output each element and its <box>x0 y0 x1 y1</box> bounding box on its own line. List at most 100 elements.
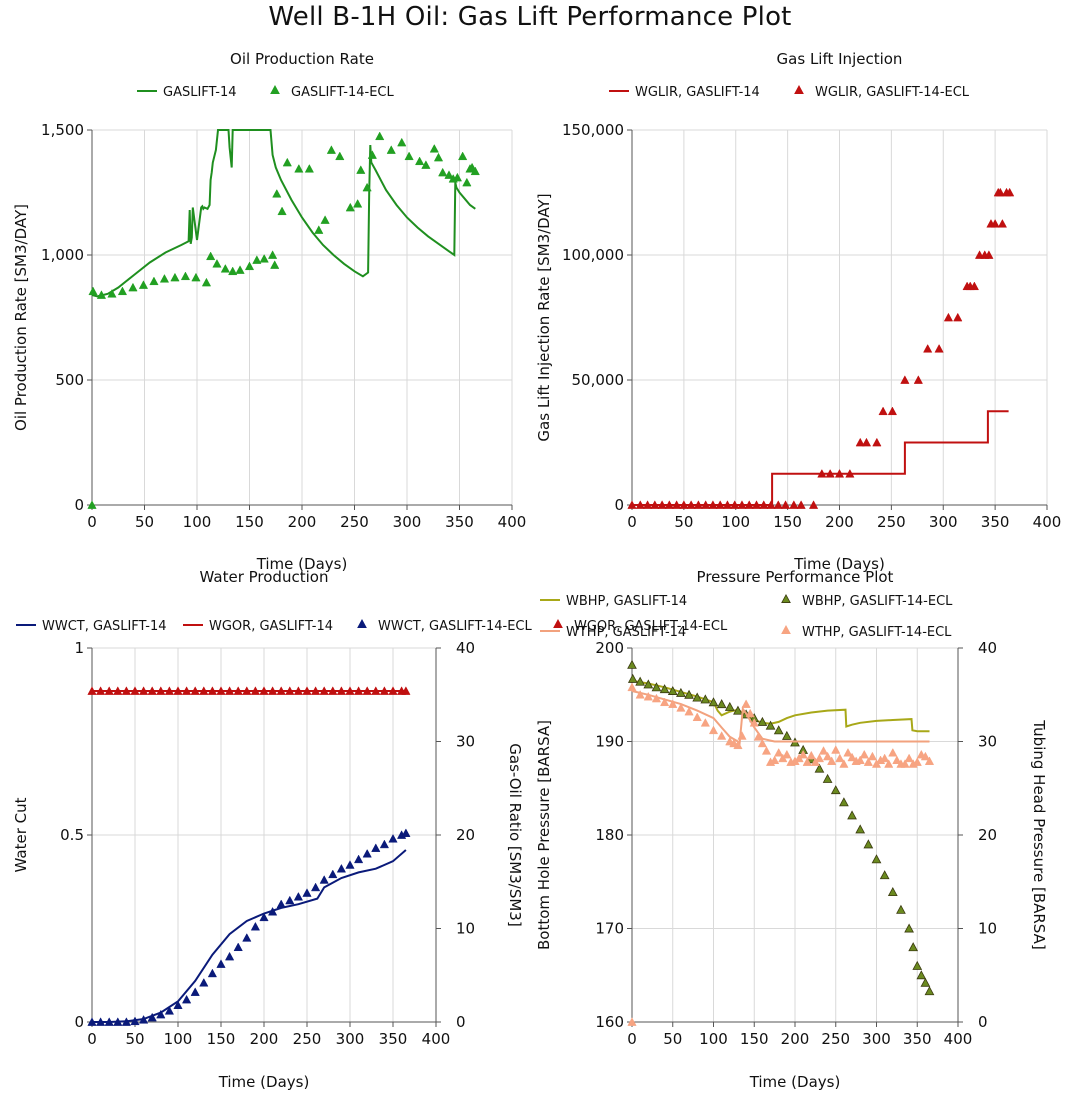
data-point <box>294 164 304 173</box>
data-point <box>822 773 833 783</box>
y-tick-label: 160 <box>595 1013 624 1031</box>
data-point <box>147 686 157 695</box>
data-point <box>356 165 366 174</box>
data-point <box>892 755 902 765</box>
data-point <box>207 968 218 978</box>
data-point <box>878 406 888 416</box>
data-point <box>353 199 363 208</box>
legend-entry: WGLIR, GASLIFT-14 <box>609 85 760 100</box>
data-point <box>995 187 1005 197</box>
legend-entry: GASLIFT-14-ECL <box>270 84 395 100</box>
data-point <box>345 686 355 695</box>
data-point <box>138 1015 149 1024</box>
data-point <box>753 732 763 741</box>
data-point <box>953 312 963 322</box>
data-point <box>328 869 338 879</box>
data-point <box>761 746 772 755</box>
legend-label: WBHP, GASLIFT-14-ECL <box>802 594 953 609</box>
data-point <box>908 942 919 952</box>
x-tick-label: 250 <box>340 513 369 531</box>
data-point <box>362 182 372 192</box>
data-point <box>235 265 245 274</box>
data-point <box>293 891 304 901</box>
y-tick-label: 190 <box>595 733 624 751</box>
y2-tick-label: 20 <box>978 826 997 844</box>
data-point <box>766 500 776 509</box>
data-point <box>335 151 345 161</box>
data-point <box>414 156 425 166</box>
data-point <box>362 848 372 858</box>
data-point <box>855 437 865 447</box>
data-point <box>716 699 727 709</box>
data-point <box>470 166 480 176</box>
legend-swatch <box>781 624 791 634</box>
data-point <box>310 686 321 695</box>
y2-tick-label: 0 <box>456 1013 466 1031</box>
data-point <box>328 686 338 695</box>
legend-label: WGOR, GASLIFT-14 <box>209 619 333 634</box>
data-point <box>272 189 282 198</box>
x-axis-label: Time (Days) <box>218 1073 310 1091</box>
y-tick-label: 0.5 <box>60 826 84 844</box>
legend-swatch <box>357 618 367 628</box>
legend-swatch <box>553 618 563 628</box>
data-point <box>438 167 448 177</box>
data-point <box>773 500 783 509</box>
data-point <box>458 151 468 161</box>
data-point <box>904 753 914 763</box>
legend-entry: WTHP, GASLIFT-14-ECL <box>781 624 952 639</box>
data-point <box>375 131 385 141</box>
legend-entry: WTHP, GASLIFT-14 <box>540 625 686 639</box>
data-point <box>212 259 222 268</box>
data-point <box>95 686 106 695</box>
x-tick-label: 150 <box>207 1030 236 1048</box>
data-point <box>191 272 201 282</box>
data-point <box>650 500 660 509</box>
data-point <box>401 828 411 837</box>
data-point <box>87 1017 97 1026</box>
data-point <box>692 712 702 722</box>
x-tick-label: 0 <box>627 1030 637 1048</box>
data-point <box>861 437 872 447</box>
legend-label: WGLIR, GASLIFT-14-ECL <box>815 85 970 100</box>
data-point <box>627 659 637 669</box>
data-point <box>737 500 747 509</box>
y-tick-label: 0 <box>614 496 624 514</box>
y-tick-label: 180 <box>595 826 624 844</box>
data-point <box>242 686 252 695</box>
data-point <box>88 286 98 296</box>
data-point <box>888 747 898 757</box>
data-point <box>724 701 735 711</box>
data-point <box>259 254 269 263</box>
data-point <box>220 264 230 273</box>
x-tick-label: 350 <box>981 513 1010 531</box>
data-point <box>741 699 751 708</box>
data-point <box>95 1017 106 1026</box>
x-tick-label: 0 <box>627 513 637 531</box>
y-tick-label: 50,000 <box>572 371 625 389</box>
y2-tick-label: 10 <box>456 920 475 938</box>
data-point <box>843 747 853 757</box>
data-point <box>107 289 117 298</box>
data-point <box>700 718 710 727</box>
data-point <box>386 145 396 154</box>
data-point <box>276 686 286 695</box>
x-tick-label: 300 <box>862 1030 891 1048</box>
data-point <box>943 312 954 322</box>
data-point <box>207 686 218 695</box>
data-point <box>259 686 269 695</box>
legend-entry: WWCT, GASLIFT-14 <box>16 619 167 634</box>
data-point <box>924 986 935 996</box>
data-point <box>1005 187 1015 197</box>
legend-entry: GASLIFT-14 <box>137 85 237 100</box>
x-tick-label: 300 <box>929 513 958 531</box>
y-tick-label: 500 <box>55 371 84 389</box>
data-point <box>147 1012 157 1022</box>
data-point <box>228 266 238 276</box>
data-point <box>121 1017 132 1026</box>
data-point <box>668 699 678 708</box>
data-point <box>277 206 287 216</box>
data-point <box>190 686 200 695</box>
legend-label: WBHP, GASLIFT-14 <box>566 594 687 609</box>
data-point <box>920 751 931 761</box>
